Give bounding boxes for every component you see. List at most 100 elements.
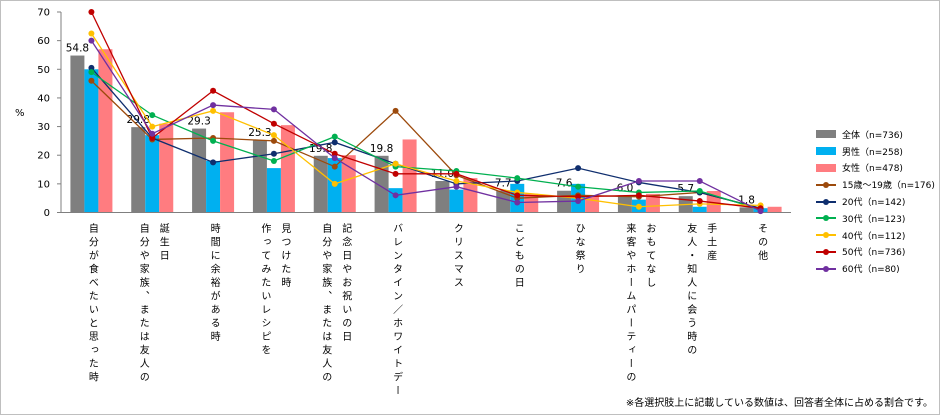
series-point-6-6: [392, 192, 399, 199]
bar-3-7: [463, 178, 478, 213]
series-point-1-4: [270, 137, 277, 144]
x-tick-label-line: 見つけた時: [278, 223, 290, 291]
legend-item: 15歳～19歳（n=176): [816, 176, 939, 193]
series-point-5-2: [149, 135, 156, 142]
x-tick-label: こどもの日: [497, 223, 537, 291]
legend: 全体（n=736) 男性（n=258) 女性（n=478) 15歳～19歳（n=176…: [816, 126, 939, 277]
x-tick-label: 作ってみたいレシピを 見つけた時: [254, 223, 294, 358]
legend-label: 40代（n=112): [842, 231, 906, 242]
series-point-2-4: [270, 150, 277, 157]
series-point-2-5: [331, 139, 338, 146]
x-tick-label-line: ひな祭り: [573, 223, 585, 277]
series-line-6: [90, 40, 761, 212]
y-tick-label: 40: [37, 93, 50, 104]
bar-1-2: [131, 127, 146, 213]
bar-3-4: [280, 125, 295, 213]
x-tick-label-line: 自分や家族、または友人の: [319, 223, 331, 385]
bar-1-5: [313, 155, 328, 213]
legend-swatch: [816, 197, 836, 206]
legend-swatch: [816, 130, 836, 139]
series-line-5: [90, 11, 761, 209]
x-tick-label: バレンタイン／ホワイトデー: [376, 223, 416, 399]
series-point-6-11: [696, 177, 703, 184]
series-point-2-1: [88, 64, 95, 71]
x-tick-label: 自分や家族、または友人の 記念日やお祝いの日: [315, 223, 355, 385]
legend-item: 20代（n=142): [816, 193, 939, 210]
series-point-4-2: [149, 123, 156, 130]
series-point-2-3: [210, 159, 217, 166]
series-point-5-1: [88, 9, 95, 15]
series-point-3-9: [575, 183, 582, 190]
bar-2-1: [84, 69, 99, 213]
series-point-4-10: [635, 203, 642, 210]
legend-label: 全体（n=736): [842, 130, 903, 141]
series-line-1: [90, 80, 761, 209]
bar-1-4: [252, 140, 267, 213]
bar-1-3: [192, 128, 207, 213]
legend-item: 女性（n=478): [816, 160, 939, 177]
x-tick-label-line: こどもの日: [512, 223, 524, 291]
y-axis-label: %: [15, 108, 25, 119]
series-line-4: [90, 33, 761, 208]
series-point-5-11: [696, 198, 703, 205]
bar-2-3: [206, 160, 221, 213]
y-tick-label: 50: [37, 65, 50, 76]
x-tick-label-line: クリスマス: [451, 223, 463, 291]
x-tick-label: 自分や家族、または友人の 誕生日: [132, 223, 172, 385]
legend-item: 男性（n=258): [816, 143, 939, 160]
bar-2-11: [692, 206, 707, 213]
y-tick-label: 60: [37, 36, 50, 47]
bar-1-1: [70, 55, 85, 213]
bar-1-12: [739, 207, 754, 213]
x-tick-label-line: 来客やホームパーティーの: [623, 223, 635, 385]
series-point-4-4: [270, 132, 277, 139]
bar-1-10: [617, 195, 632, 213]
series-point-5-4: [270, 120, 277, 127]
bar-3-2: [159, 123, 174, 213]
series-point-5-3: [210, 87, 217, 94]
x-tick-label-line: 時間に余裕がある時: [208, 223, 220, 345]
x-tick-label: 友人・知人に会う時の 手土産: [680, 223, 720, 358]
bar-3-3: [220, 112, 235, 213]
footnote: ※各選択肢上に記載している数値は、回答者全体に占める割合です。: [625, 398, 933, 409]
series-point-5-7: [453, 170, 460, 177]
series-point-1-5: [331, 163, 338, 170]
legend-swatch: [816, 264, 836, 273]
x-tick-label-line: 自分が食べたいと思った時: [86, 223, 98, 385]
series-point-4-5: [331, 180, 338, 187]
legend-swatch: [816, 180, 836, 189]
x-tick-label-line: 手土産: [704, 223, 716, 264]
y-tick-label: 20: [37, 151, 50, 162]
legend-label: 30代（n=123): [842, 214, 906, 225]
series-point-4-1: [88, 30, 95, 37]
series-point-6-3: [210, 102, 217, 109]
legend-label: 男性（n=258): [842, 147, 903, 158]
data-label: 29.8: [127, 114, 150, 126]
series-point-6-7: [453, 183, 460, 190]
data-label: 54.8: [66, 43, 89, 55]
bar-3-8: [524, 193, 539, 213]
series-point-4-7: [453, 177, 460, 184]
data-label: 19.8: [370, 143, 393, 155]
series-point-1-6: [392, 107, 399, 114]
bar-2-4: [266, 168, 281, 213]
x-tick-label-line: 記念日やお祝いの日: [339, 223, 351, 345]
data-label: 25.3: [248, 127, 271, 139]
legend-swatch: [816, 231, 836, 240]
series-point-6-1: [88, 37, 95, 44]
series-point-6-2: [149, 130, 156, 137]
series-point-3-4: [270, 157, 277, 164]
series-point-6-8: [514, 199, 521, 206]
bar-1-8: [496, 190, 511, 213]
x-tick-label: 時間に余裕がある時: [193, 223, 233, 345]
y-tick-label: 10: [37, 179, 50, 190]
bar-3-10: [645, 193, 660, 213]
series-point-3-1: [88, 69, 95, 76]
x-tick-label-line: 作ってみたいレシピを: [258, 223, 270, 358]
legend-item: 50代（n=736): [816, 244, 939, 261]
data-label: 29.3: [187, 116, 210, 128]
bar-2-7: [449, 189, 464, 213]
series-point-5-8: [514, 192, 521, 199]
